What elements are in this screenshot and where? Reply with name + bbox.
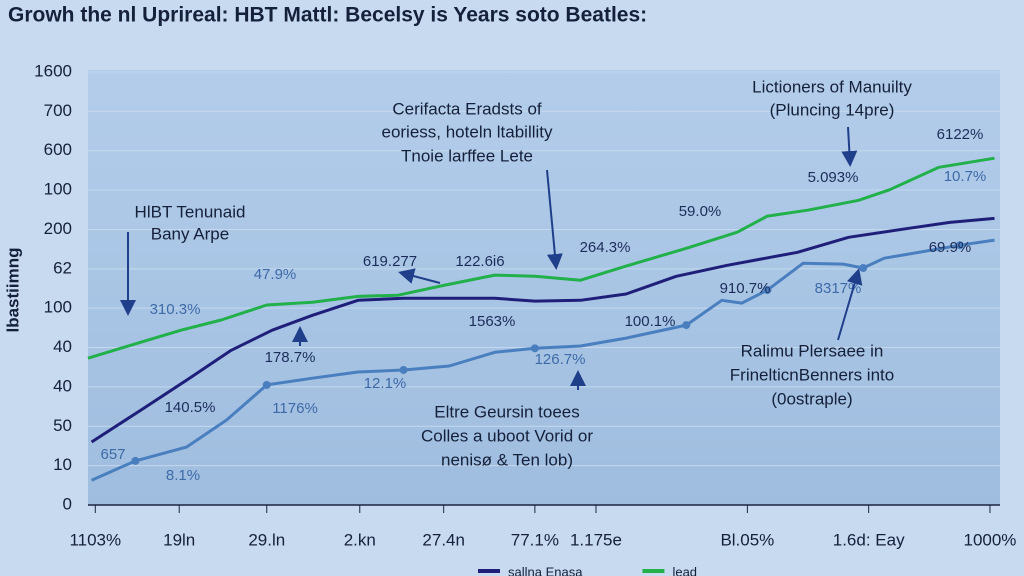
point-label: 69.9% [929, 239, 972, 256]
point-label: 1563% [469, 313, 516, 330]
annotation: (0ostraple) [771, 389, 852, 408]
x-tick-label: 1.175e [570, 530, 622, 549]
annotation: eoriess, hoteln ltabillity [381, 122, 553, 141]
y-tick-label: 100 [44, 180, 72, 199]
point-marker [682, 321, 691, 330]
point-label: 140.5% [165, 399, 216, 416]
point-label: 310.3% [150, 301, 201, 318]
point-label: 910.7% [720, 280, 771, 297]
point-label: 59.0% [679, 203, 722, 220]
point-label: 619.277 [363, 253, 417, 270]
series-line [87, 156, 995, 360]
point-label: 10.7% [944, 168, 987, 185]
annotation: Bany Arpe [151, 224, 229, 243]
point-label: 264.3% [580, 239, 631, 256]
annotation: Lictioners of Manuilty [752, 77, 912, 96]
x-tick-label: 29.ln [248, 530, 285, 549]
annotation: FrinelticnBenners into [730, 365, 894, 384]
annotation: nenisø & Ten lob) [441, 450, 573, 469]
point-label: 6122% [937, 126, 984, 143]
chart-title: Growh the nl Uprireal: HBT Mattl: Becels… [8, 4, 647, 27]
annotation: Ralimu Plersaee in [741, 341, 884, 360]
point-marker [131, 456, 140, 465]
x-tick-label: 1000% [963, 530, 1016, 549]
legend-label: lead [672, 564, 697, 576]
point-label: 5.093% [808, 169, 859, 186]
point-marker [262, 380, 271, 389]
x-tick-label: 19ln [163, 530, 195, 549]
y-tick-label: 600 [44, 140, 72, 159]
point-label: 8.1% [166, 467, 200, 484]
point-marker [399, 365, 408, 374]
annotation: (Pluncing 14pre) [770, 100, 895, 119]
point-label: 1176% [272, 400, 318, 417]
point-labels: 47.9% 310.3% 178.7% 140.5% 657 8.1% 1176… [100, 126, 986, 484]
point-marker [859, 264, 868, 273]
point-label: 178.7% [265, 349, 316, 366]
x-tick-label: 2.kn [344, 530, 376, 549]
y-tick-label: 200 [44, 219, 72, 238]
x-tick-label: 27.4n [422, 530, 465, 549]
y-tick-label: 50 [53, 416, 72, 435]
point-label: 100.1% [625, 313, 676, 330]
y-tick-label: 40 [53, 337, 72, 356]
y-axis-label: lbastiimng [3, 247, 22, 332]
y-tick-label: 10 [53, 455, 72, 474]
arrows [120, 126, 863, 390]
series-line [90, 216, 995, 444]
arrow [546, 169, 563, 270]
x-tick-label: Bl.05% [720, 530, 774, 549]
x-tick-label: 1.6d: Eay [833, 530, 905, 549]
point-marker [763, 286, 772, 295]
y-tick-label: 62 [53, 258, 72, 277]
x-tick-label: 1103% [69, 530, 121, 549]
legend-label: sallna Enasa [508, 564, 583, 576]
annotation: Eltre Geursin toees [434, 402, 580, 421]
annotation: Cerifacta Eradsts of [392, 99, 542, 118]
point-label: 47.9% [254, 266, 297, 283]
annotations: HlBT Tenunaid Bany Arpe Cerifacta Eradst… [135, 77, 913, 469]
point-label: 657 [100, 446, 125, 463]
point-marker [530, 344, 539, 353]
annotation: HlBT Tenunaid [135, 202, 246, 221]
annotation: Tnoie larffee Lete [401, 146, 533, 165]
point-label: 12.1% [364, 375, 407, 392]
point-marker [955, 241, 964, 250]
y-tick-label: 40 [53, 376, 72, 395]
y-tick-label: 700 [44, 101, 72, 120]
y-tick-label: 0 [63, 494, 72, 513]
y-tick-label: 1600 [34, 61, 72, 80]
annotation: Colles a uboot Vorid or [421, 426, 593, 445]
x-tick-label: 77.1% [511, 530, 559, 549]
point-label: 122.6i6 [455, 253, 504, 270]
point-label: 126.7% [535, 351, 586, 368]
arrow [398, 268, 441, 284]
arrow [837, 268, 863, 341]
y-tick-label: 100 [44, 298, 72, 317]
arrow [841, 126, 858, 167]
